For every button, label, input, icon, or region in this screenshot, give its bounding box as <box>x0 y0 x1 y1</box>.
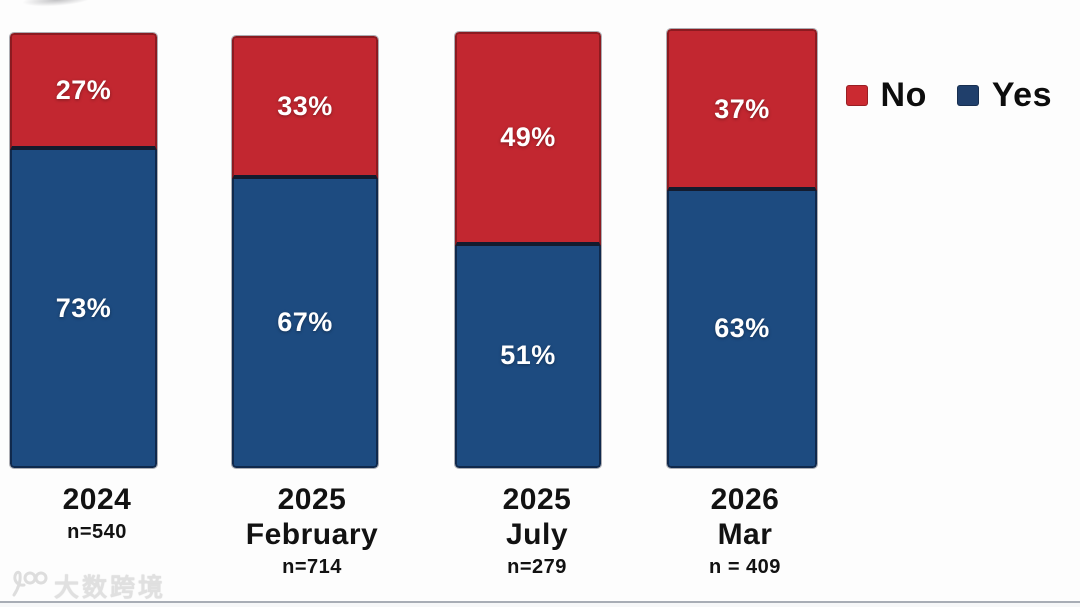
top-left-smudge <box>21 0 93 9</box>
segment-yes-2024: 73% <box>10 150 157 468</box>
segment-value-label: 49% <box>500 122 556 153</box>
segment-no-2025-july: 49% <box>455 32 601 246</box>
category-label-2025-july: 2025 July n=279 <box>417 482 657 582</box>
segment-value-label: 51% <box>500 340 556 371</box>
bar-group-2024: 27% 73% <box>10 33 157 468</box>
bar-group-2026-mar: 37% 63% <box>667 29 817 468</box>
sample-size-label: n=279 <box>507 556 567 578</box>
sample-size-label: n = 409 <box>709 556 781 578</box>
category-line: 2024 <box>62 483 132 516</box>
segment-value-label: 37% <box>714 93 770 124</box>
bottom-strip <box>0 603 1080 607</box>
category-label-2025-february: 2025 February n=714 <box>192 482 432 582</box>
bar-group-2025-february: 33% 67% <box>232 36 378 468</box>
legend-label-yes: Yes <box>991 76 1052 114</box>
segment-yes-2025-july: 51% <box>455 245 601 468</box>
category-line: 2025 <box>502 483 572 516</box>
segment-no-2025-february: 33% <box>232 36 378 179</box>
legend-swatch-no <box>845 85 868 106</box>
sample-size-label: n=714 <box>282 556 342 578</box>
segment-no-2024: 27% <box>10 33 157 151</box>
legend: No Yes <box>845 76 1052 115</box>
segment-value-label: 33% <box>277 90 333 121</box>
sample-size-label: n=540 <box>67 521 127 543</box>
segment-value-label: 27% <box>55 75 112 106</box>
watermark-text: 大数跨境 <box>54 574 167 602</box>
category-line: February <box>245 518 379 551</box>
legend-swatch-yes <box>956 85 979 106</box>
legend-item-yes: Yes <box>956 76 1052 115</box>
legend-label-no: No <box>880 76 927 114</box>
category-line: 2025 <box>277 483 347 516</box>
segment-value-label: 63% <box>714 313 770 344</box>
category-label-2026-mar: 2026 Mar n = 409 <box>625 482 865 582</box>
category-line: Mar <box>717 518 773 551</box>
segment-yes-2025-february: 67% <box>232 178 378 468</box>
segment-no-2026-mar: 37% <box>667 29 817 192</box>
segment-value-label: 67% <box>277 306 333 337</box>
bar-group-2025-july: 49% 51% <box>455 32 601 468</box>
segment-value-label: 73% <box>55 292 112 323</box>
category-line: 2026 <box>710 483 780 516</box>
watermark-logo-icon <box>8 569 48 604</box>
watermark: 大数跨境 <box>8 568 166 604</box>
category-line: July <box>505 518 569 551</box>
bottom-divider-line <box>0 601 1080 603</box>
segment-yes-2026-mar: 63% <box>667 191 817 468</box>
legend-item-no: No <box>845 76 927 115</box>
category-label-2024: 2024 n=540 <box>0 482 217 547</box>
